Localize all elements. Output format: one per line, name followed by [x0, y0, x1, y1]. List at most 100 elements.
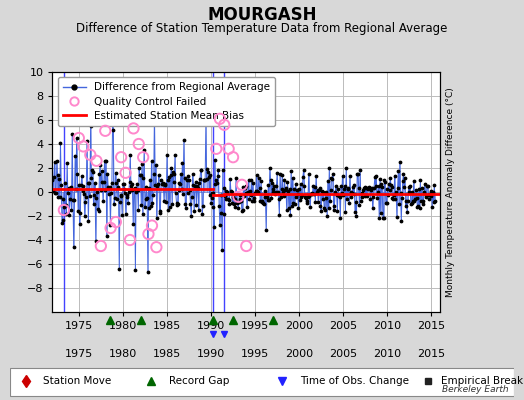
Point	[171, 190, 180, 197]
Point	[317, 208, 325, 214]
Point	[240, 192, 248, 199]
Point	[377, 181, 386, 188]
Text: 2000: 2000	[285, 349, 313, 359]
Point	[94, 207, 103, 214]
Point	[164, 207, 172, 214]
Point	[339, 173, 347, 179]
Point	[235, 199, 243, 206]
Point	[310, 190, 318, 197]
Point	[183, 190, 192, 196]
Point	[166, 203, 174, 210]
Point	[162, 199, 170, 205]
Point	[190, 208, 198, 215]
Point	[119, 181, 128, 188]
Point	[326, 198, 334, 204]
Point	[299, 174, 307, 180]
Point	[53, 172, 62, 178]
Point	[284, 187, 292, 194]
Point	[181, 201, 190, 208]
Point	[125, 178, 134, 185]
Point	[325, 165, 333, 171]
Point	[322, 195, 331, 201]
Point	[85, 180, 93, 186]
Point	[341, 183, 349, 189]
Text: 1980: 1980	[109, 349, 137, 359]
Point	[59, 196, 68, 202]
Point	[237, 198, 245, 204]
Point	[222, 188, 230, 195]
Point	[126, 152, 135, 158]
Point	[77, 182, 85, 189]
Point	[124, 200, 132, 207]
Point	[425, 190, 434, 197]
Point	[401, 203, 410, 210]
Point	[100, 179, 108, 186]
Point	[81, 199, 90, 205]
Point	[402, 198, 411, 204]
Point	[189, 182, 198, 188]
Point	[106, 222, 115, 228]
Point	[398, 195, 406, 202]
Point	[361, 193, 369, 199]
Point	[305, 193, 314, 200]
Point	[105, 191, 113, 198]
Point	[353, 171, 362, 177]
Point	[101, 186, 110, 193]
Point	[178, 186, 186, 192]
Point	[411, 196, 419, 203]
Point	[60, 207, 68, 213]
Point	[122, 170, 130, 176]
Point	[62, 211, 71, 218]
Point	[233, 199, 241, 205]
Point	[130, 185, 139, 191]
Point	[74, 208, 82, 214]
Point	[126, 237, 134, 243]
Point	[157, 176, 165, 183]
Point	[266, 165, 274, 172]
Point	[148, 222, 156, 229]
Point	[213, 180, 221, 186]
Point	[71, 152, 79, 159]
Point	[170, 171, 179, 178]
Point	[211, 181, 220, 188]
Point	[427, 188, 435, 194]
Point	[300, 183, 309, 190]
Point	[340, 186, 348, 192]
Point	[169, 168, 177, 175]
Point	[134, 186, 142, 193]
Point	[103, 233, 111, 239]
Point	[206, 172, 214, 178]
Point	[135, 165, 143, 172]
Point	[135, 141, 143, 147]
Point	[318, 188, 326, 195]
Point	[186, 201, 194, 208]
Point	[108, 116, 117, 123]
Point	[396, 159, 404, 165]
Point	[383, 186, 391, 192]
Point	[285, 205, 293, 212]
Point	[264, 182, 272, 188]
Point	[125, 189, 133, 195]
Point	[268, 180, 276, 186]
Point	[80, 191, 88, 198]
Point	[139, 154, 147, 160]
Point	[282, 207, 291, 213]
Point	[277, 194, 285, 200]
Point	[220, 185, 228, 192]
Point	[101, 158, 109, 164]
Point	[239, 184, 247, 191]
Point	[112, 169, 120, 176]
Point	[344, 185, 353, 191]
Point	[356, 167, 364, 173]
Point	[302, 200, 311, 206]
Point	[196, 176, 204, 182]
Point	[244, 177, 253, 183]
Point	[345, 200, 353, 206]
Point	[196, 166, 205, 173]
Point	[89, 201, 97, 207]
Point	[379, 214, 388, 221]
Point	[410, 198, 419, 204]
Point	[52, 190, 60, 196]
Point	[385, 180, 393, 187]
Point	[57, 182, 66, 188]
